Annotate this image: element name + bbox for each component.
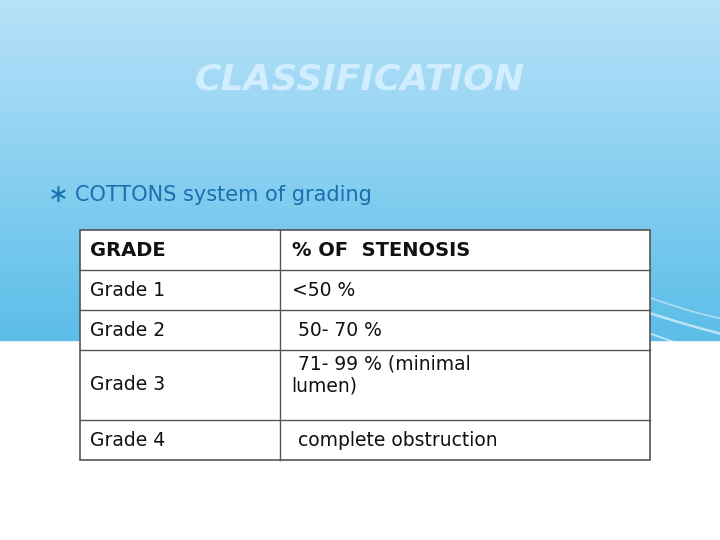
Bar [0,187,720,193]
Bar [0,176,720,181]
Bar [0,11,720,17]
Bar [0,300,720,306]
Bar [0,125,720,130]
Bar [0,79,720,85]
Bar [0,278,720,284]
Bar [0,68,720,73]
Text: Grade 1: Grade 1 [90,280,165,300]
Bar [0,312,720,318]
Bar [0,266,720,272]
Bar [0,153,720,159]
Bar [0,238,720,244]
Bar [0,5,720,11]
Bar [0,147,720,153]
Bar [0,306,720,312]
Bar [0,261,720,266]
Bar [0,141,720,147]
Text: COTTONS system of grading: COTTONS system of grading [75,185,372,205]
Text: Grade 2: Grade 2 [90,321,165,340]
Bar [0,329,720,334]
Bar [0,85,720,91]
Bar [0,255,720,261]
Bar [0,323,720,329]
Bar [0,295,720,300]
Bar [0,232,720,238]
Bar [0,215,720,221]
Bar [0,45,720,51]
Bar [0,198,720,204]
Text: CLASSIFICATION: CLASSIFICATION [195,63,525,97]
Bar [0,136,720,141]
Bar [0,113,720,119]
Bar [0,51,720,57]
Bar [0,170,720,176]
Bar [0,204,720,210]
Bar [0,244,720,249]
Bar [0,284,720,289]
Bar [0,57,720,62]
Bar [0,159,720,164]
Bar [0,62,720,68]
Bar [0,221,720,227]
Bar [0,107,720,113]
Text: 71- 99 % (minimal
lumen): 71- 99 % (minimal lumen) [292,355,470,396]
Bar [0,193,720,198]
Text: <50 %: <50 % [292,280,355,300]
Bar [0,181,720,187]
Bar [0,39,720,45]
Bar [0,130,720,136]
Bar [0,34,720,39]
Text: ∗: ∗ [48,183,68,207]
Bar [0,210,720,215]
Text: 50- 70 %: 50- 70 % [292,321,382,340]
Bar [0,28,720,34]
Bar [0,102,720,107]
Text: Grade 4: Grade 4 [90,430,166,449]
Bar [0,91,720,96]
Bar [0,272,720,278]
Text: GRADE: GRADE [90,240,166,260]
Bar [80,230,650,460]
Bar [0,0,720,5]
Bar [0,334,720,340]
Bar [0,73,720,79]
Bar [0,289,720,295]
Bar [0,227,720,232]
Text: % OF  STENOSIS: % OF STENOSIS [292,240,469,260]
Bar [0,119,720,125]
Bar [0,96,720,102]
Bar [0,249,720,255]
Bar [0,23,720,28]
Text: Grade 3: Grade 3 [90,375,165,395]
Bar [0,17,720,23]
Bar [0,164,720,170]
Text: complete obstruction: complete obstruction [292,430,497,449]
Bar [0,318,720,323]
